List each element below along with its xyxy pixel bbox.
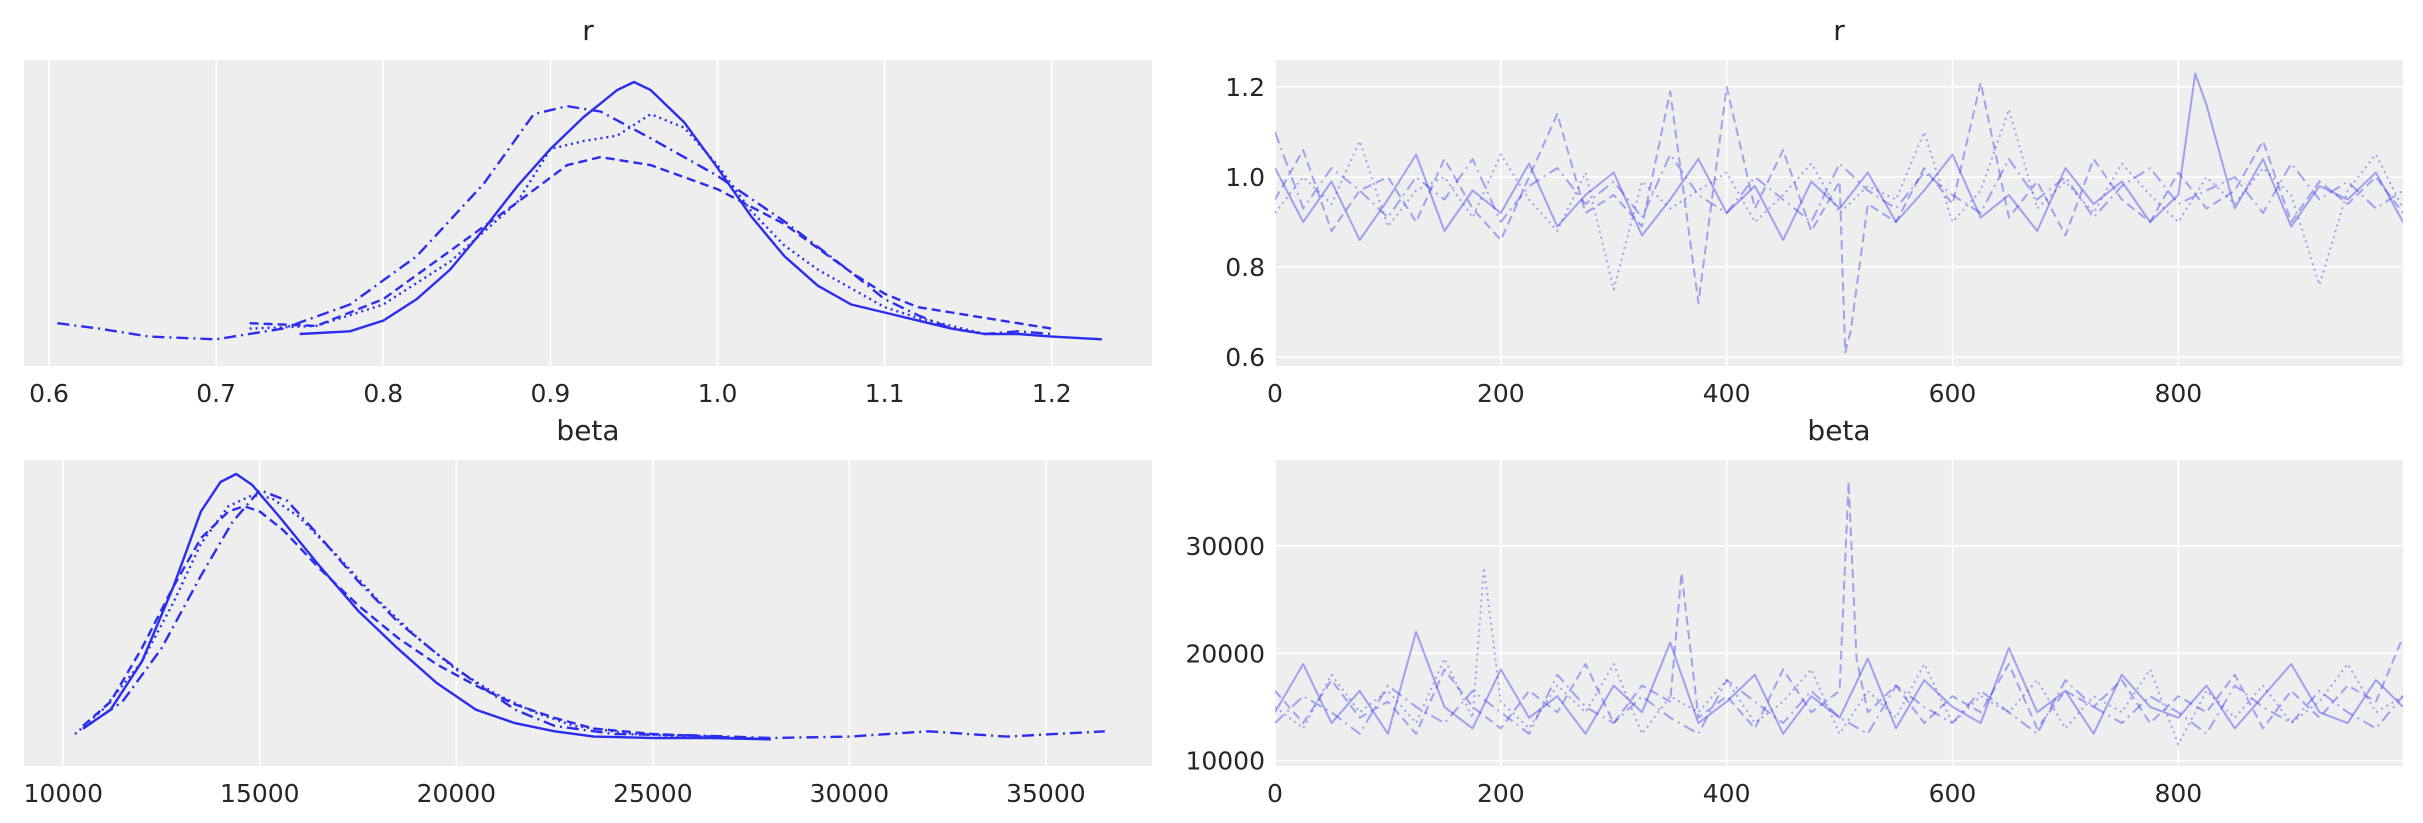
chart-panel-4: 0 200 400 600 800 10000 20000 30000 beta — [1185, 414, 2403, 808]
density-line-dashdot — [82, 488, 1105, 740]
x-tick-label: 200 — [1477, 779, 1525, 808]
trace-line-dashdot — [1275, 131, 2403, 223]
chart-panel-2: 0 200 400 600 800 0.6 0.8 1.0 1.2 r — [1225, 14, 2403, 408]
y-tick-label: 30000 — [1185, 532, 1265, 561]
density-line-dashed — [249, 155, 1052, 330]
trace-line-solid — [1275, 630, 2403, 735]
x-tick-label: 25000 — [613, 779, 693, 808]
panel-title: beta — [1807, 414, 1870, 447]
y-tick-label: 0.6 — [1225, 343, 1265, 372]
x-tick-label: 35000 — [1006, 779, 1086, 808]
density-line-solid — [299, 80, 1102, 341]
x-tick-label: 0 — [1267, 779, 1283, 808]
trace-line-solid — [1275, 72, 2403, 241]
panel-title: r — [582, 14, 594, 47]
density-line-solid — [82, 472, 771, 741]
x-tick-label: 1.0 — [698, 379, 738, 408]
x-tick-label: 0.9 — [531, 379, 571, 408]
x-tick-label: 400 — [1703, 779, 1751, 808]
x-tick-label: 0.6 — [29, 379, 69, 408]
x-tick-label: 20000 — [417, 779, 497, 808]
x-tick-label: 0.7 — [196, 379, 236, 408]
x-tick-label: 0.8 — [363, 379, 403, 408]
x-tick-label: 10000 — [24, 779, 104, 808]
y-tick-label: 10000 — [1185, 747, 1265, 776]
x-tick-label: 600 — [1929, 779, 1977, 808]
density-line-dashdot — [57, 105, 1052, 341]
y-tick-label: 0.8 — [1225, 253, 1265, 282]
x-tick-label: 30000 — [810, 779, 890, 808]
x-tick-label: 400 — [1703, 379, 1751, 408]
trace-line-dashed — [1275, 81, 2403, 354]
y-tick-label: 1.0 — [1225, 163, 1265, 192]
plot-background — [24, 60, 1152, 366]
plot-background — [24, 460, 1152, 766]
x-tick-label: 15000 — [220, 779, 300, 808]
chart-panel-3: 10000 15000 20000 25000 30000 35000 beta — [24, 414, 1152, 808]
x-tick-label: 1.2 — [1032, 379, 1072, 408]
panel-title: r — [1833, 14, 1845, 47]
plot-background — [1275, 460, 2403, 766]
y-tick-label: 1.2 — [1225, 73, 1265, 102]
density-line-dotted — [249, 113, 986, 336]
chart-panel-1: 0.6 0.7 0.8 0.9 1.0 1.1 1.2 r — [24, 14, 1152, 408]
y-tick-label: 20000 — [1185, 639, 1265, 668]
x-tick-label: 800 — [2154, 379, 2202, 408]
x-tick-label: 0 — [1267, 379, 1283, 408]
plot-background — [1275, 60, 2403, 366]
panel-title: beta — [556, 414, 619, 447]
x-tick-label: 600 — [1929, 379, 1977, 408]
trace-line-dashed — [1275, 480, 2403, 735]
x-tick-label: 1.1 — [865, 379, 905, 408]
x-tick-label: 800 — [2154, 779, 2202, 808]
x-tick-label: 200 — [1477, 379, 1525, 408]
